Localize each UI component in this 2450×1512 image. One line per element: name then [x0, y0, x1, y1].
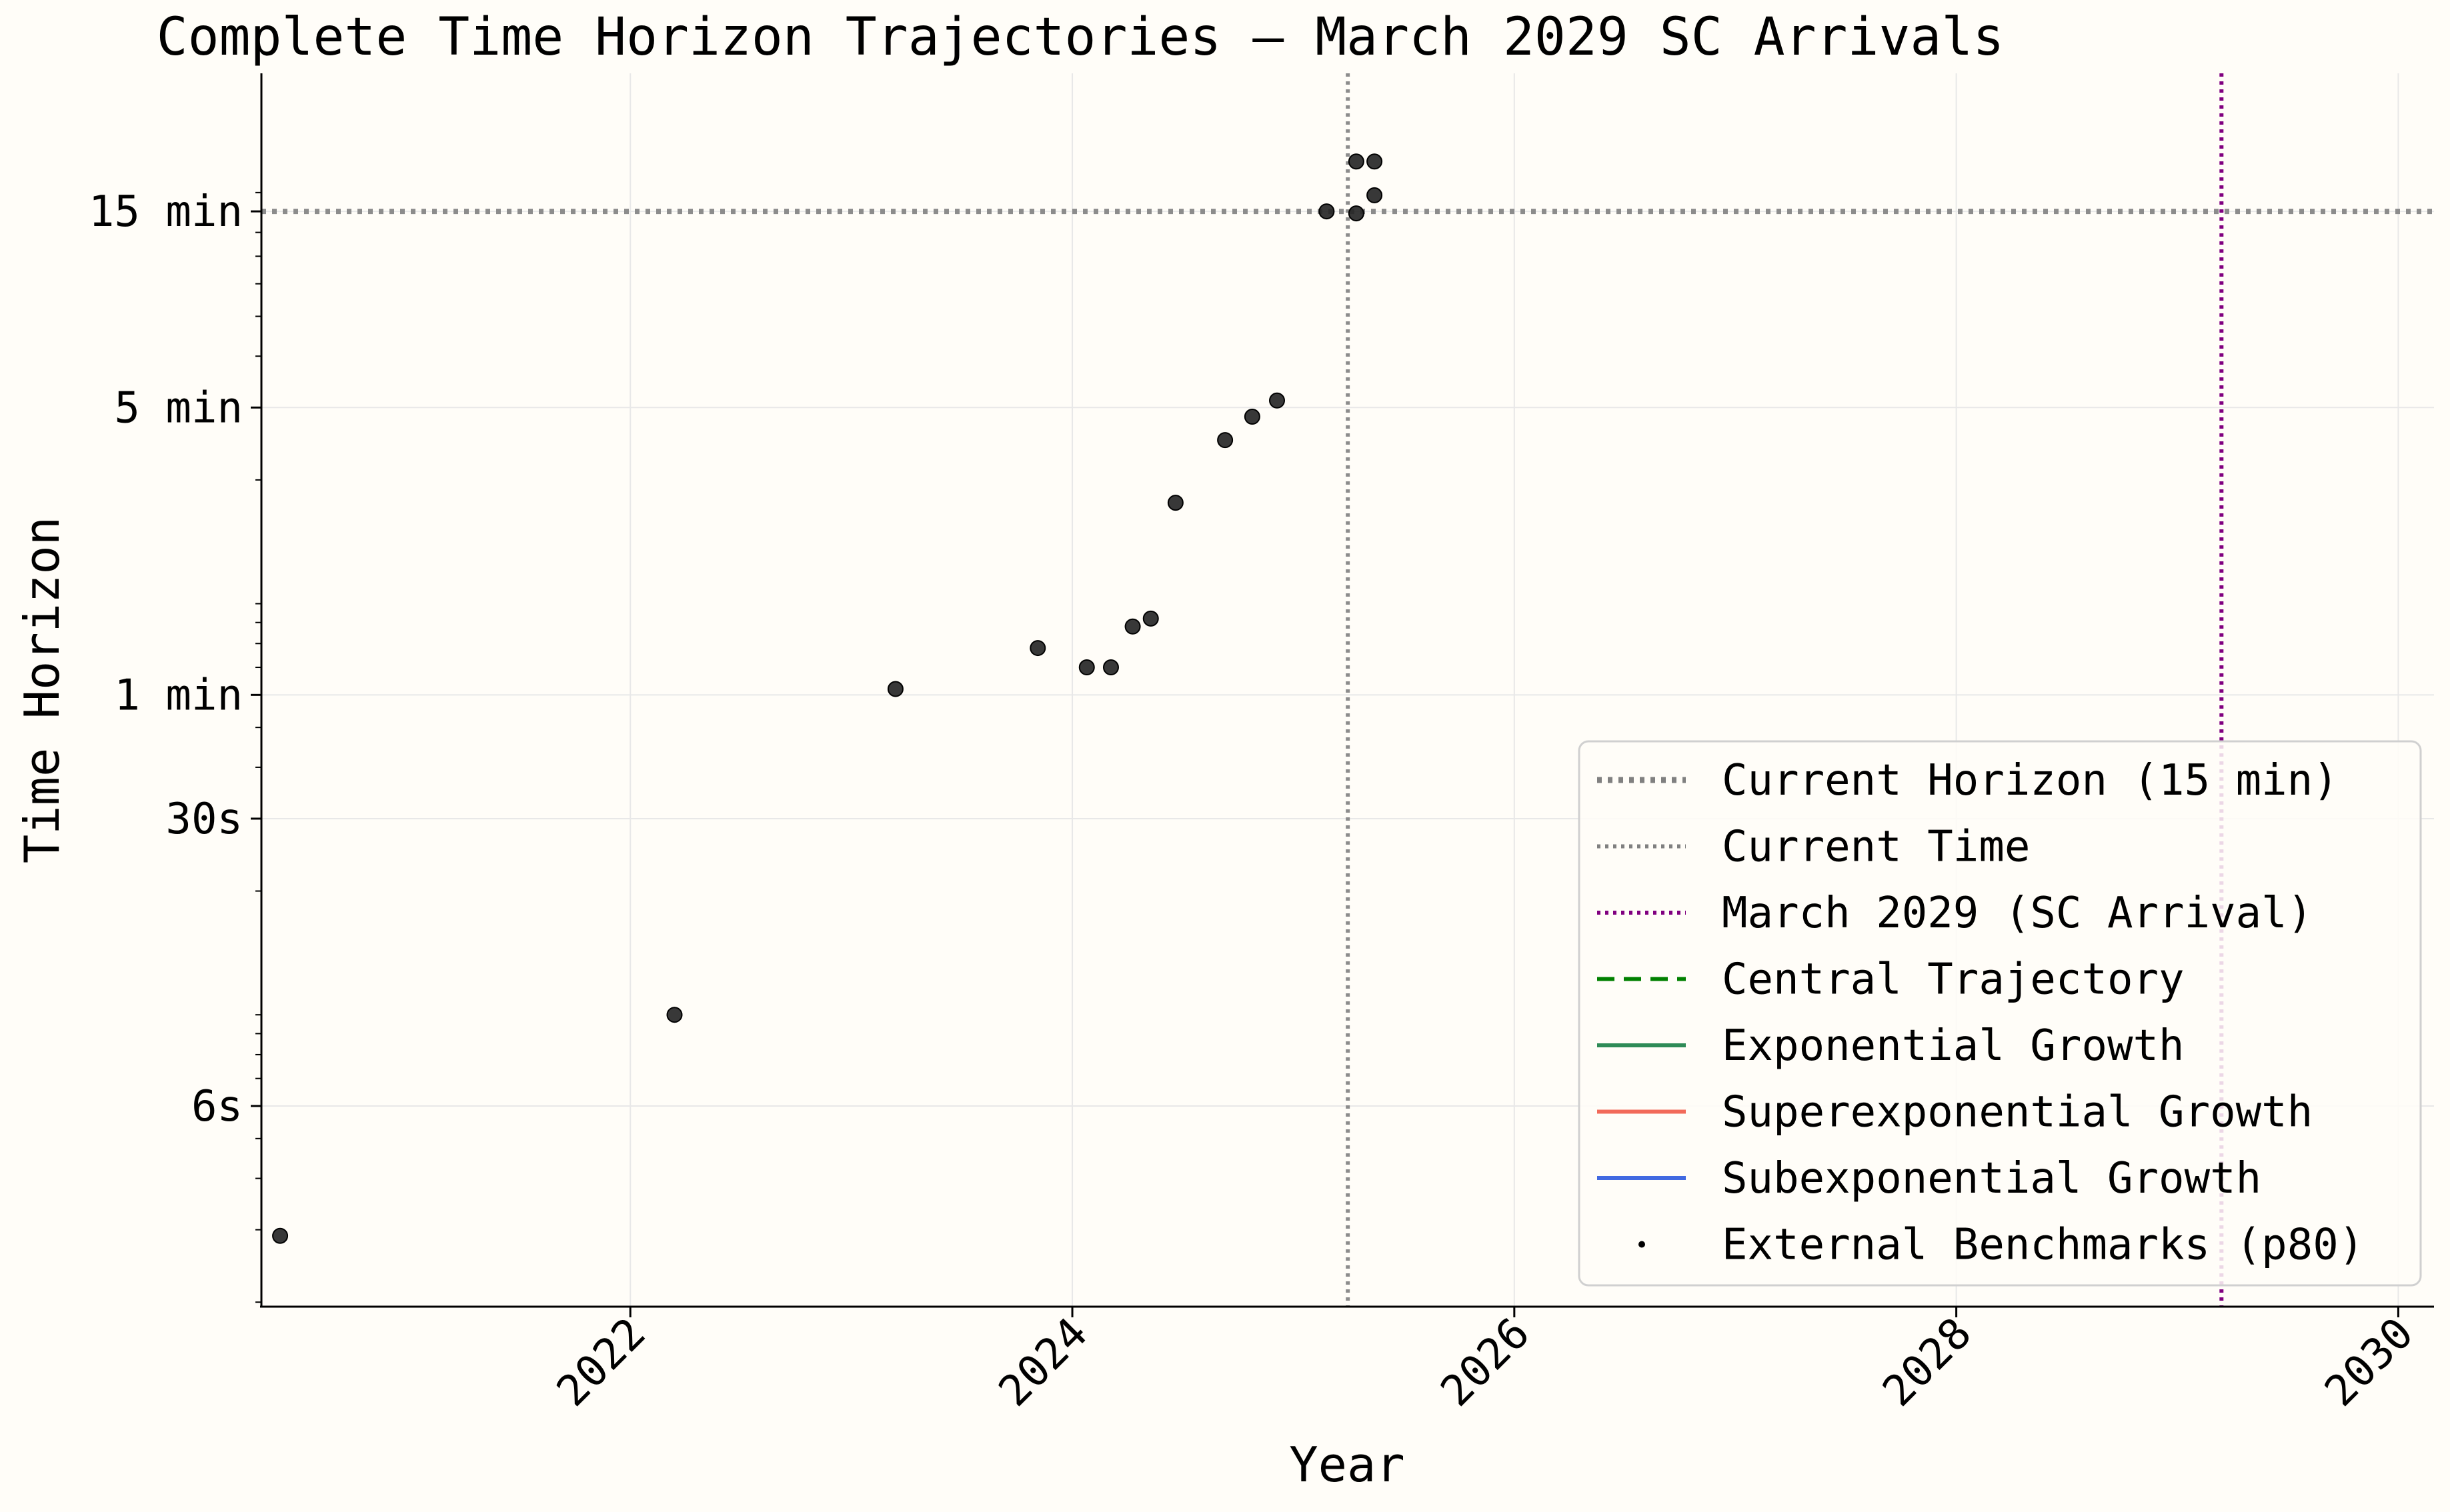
legend-box: [1578, 740, 2422, 1287]
benchmark-point: [1142, 610, 1159, 627]
chart-title: Complete Time Horizon Trajectories – Mar…: [157, 7, 2005, 67]
grid-lines: [261, 73, 2434, 1307]
benchmark-point: [1124, 618, 1141, 635]
benchmark-point: [1348, 205, 1364, 222]
benchmark-point: [1268, 392, 1285, 409]
legend-label: March 2029 (SC Arrival): [1722, 889, 2313, 938]
y-tick-label: 30s: [165, 795, 243, 844]
y-tick-label: 1 min: [114, 671, 243, 720]
benchmark-point: [1366, 153, 1383, 170]
x-axis-label: Year: [1289, 1437, 1404, 1493]
benchmark-point: [1030, 640, 1046, 657]
benchmark-point: [1217, 432, 1234, 449]
legend-label: Superexponential Growth: [1722, 1088, 2313, 1137]
y-axis-ticks: 6s 30s 1 min 5 min 15 min: [89, 187, 261, 1303]
legend-items: Current Horizon (15 min) Current Time Marc…: [1597, 756, 2364, 1270]
axes-spines: [260, 73, 2434, 1308]
benchmark-point: [1102, 659, 1119, 676]
benchmark-point: [1318, 203, 1335, 220]
legend-label: Current Time: [1722, 823, 2030, 872]
legend-label: Subexponential Growth: [1722, 1154, 2261, 1203]
benchmark-point: [1244, 409, 1260, 425]
legend: Current Horizon (15 min) Current Time Marc…: [1578, 740, 2422, 1287]
y-tick-label: 5 min: [114, 383, 243, 433]
benchmark-point: [1078, 659, 1095, 676]
legend-label: Central Trajectory: [1722, 955, 2185, 1005]
y-axis-label: Time Horizon: [14, 517, 70, 863]
benchmark-point: [1348, 153, 1364, 170]
benchmark-point: [887, 681, 904, 697]
benchmark-point: [666, 1007, 683, 1023]
legend-label: Exponential Growth: [1722, 1021, 2185, 1071]
benchmark-points: [272, 153, 1383, 1244]
legend-label: External Benchmarks (p80): [1722, 1221, 2364, 1270]
reference-lines: [261, 73, 2434, 1307]
benchmark-point: [1366, 187, 1383, 203]
benchmark-point: [1167, 495, 1184, 511]
y-tick-label: 15 min: [89, 187, 243, 237]
legend-marker: [1638, 1241, 1645, 1248]
legend-label: Current Horizon (15 min): [1722, 756, 2339, 805]
benchmark-point: [272, 1227, 289, 1244]
y-tick-label: 6s: [191, 1082, 243, 1131]
